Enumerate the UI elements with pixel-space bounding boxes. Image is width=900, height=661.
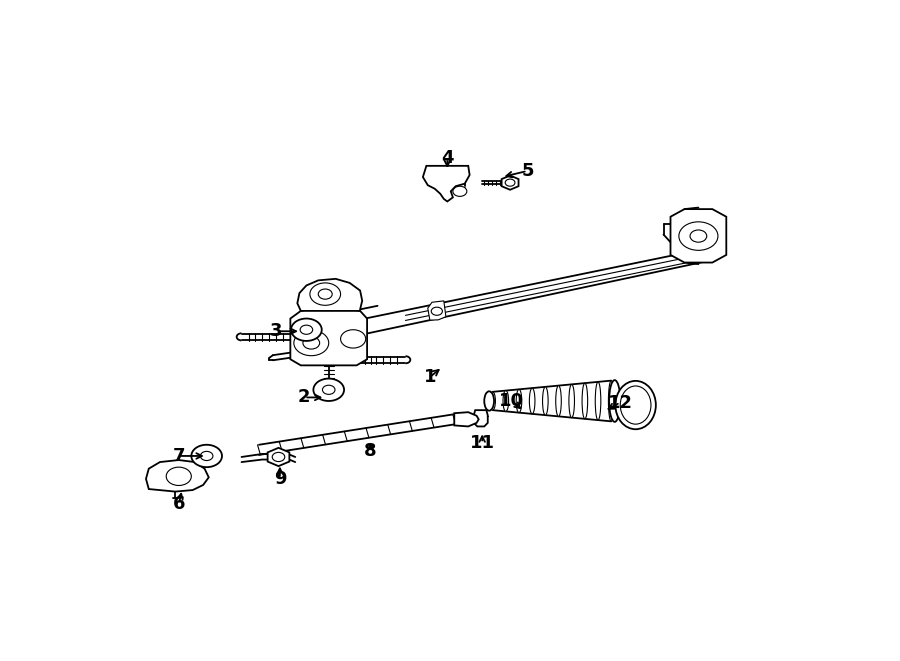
Polygon shape: [291, 306, 367, 366]
Ellipse shape: [616, 381, 656, 429]
Text: 10: 10: [499, 392, 524, 410]
Ellipse shape: [490, 392, 495, 410]
Circle shape: [300, 325, 312, 334]
Circle shape: [431, 307, 443, 315]
Ellipse shape: [569, 384, 574, 418]
Polygon shape: [146, 460, 209, 492]
Text: 7: 7: [173, 447, 185, 465]
Circle shape: [319, 289, 332, 299]
Circle shape: [166, 467, 192, 485]
Circle shape: [313, 379, 344, 401]
Text: 3: 3: [270, 323, 283, 340]
Ellipse shape: [543, 387, 548, 415]
Ellipse shape: [609, 380, 620, 422]
Text: 4: 4: [441, 149, 454, 167]
Polygon shape: [670, 209, 726, 262]
Polygon shape: [295, 321, 318, 339]
Circle shape: [679, 222, 718, 251]
Circle shape: [340, 330, 365, 348]
Circle shape: [303, 337, 320, 349]
Text: 12: 12: [608, 393, 633, 412]
Polygon shape: [501, 176, 518, 190]
Text: 6: 6: [173, 495, 185, 514]
Circle shape: [201, 451, 213, 461]
Circle shape: [293, 330, 328, 356]
Circle shape: [322, 385, 335, 395]
Circle shape: [291, 319, 322, 341]
Ellipse shape: [608, 381, 614, 421]
Ellipse shape: [582, 383, 588, 419]
Circle shape: [272, 452, 284, 461]
Ellipse shape: [620, 386, 651, 424]
Text: 11: 11: [470, 434, 495, 452]
Polygon shape: [428, 301, 446, 320]
Ellipse shape: [484, 391, 494, 410]
Ellipse shape: [529, 388, 535, 414]
Text: 9: 9: [274, 470, 286, 488]
Polygon shape: [196, 447, 218, 465]
Ellipse shape: [503, 391, 508, 411]
Polygon shape: [318, 381, 339, 399]
Text: 1: 1: [424, 368, 436, 386]
Text: 2: 2: [298, 389, 310, 407]
Polygon shape: [473, 410, 488, 426]
Polygon shape: [454, 412, 479, 426]
Circle shape: [310, 283, 340, 305]
Text: 5: 5: [521, 162, 534, 180]
Polygon shape: [423, 166, 470, 202]
Circle shape: [192, 445, 222, 467]
Ellipse shape: [555, 385, 562, 416]
Circle shape: [505, 179, 515, 186]
Ellipse shape: [595, 382, 601, 420]
Circle shape: [690, 230, 707, 242]
Polygon shape: [297, 279, 362, 311]
Ellipse shape: [517, 389, 522, 412]
Text: 8: 8: [364, 442, 377, 460]
Polygon shape: [267, 447, 290, 466]
Circle shape: [453, 186, 467, 196]
